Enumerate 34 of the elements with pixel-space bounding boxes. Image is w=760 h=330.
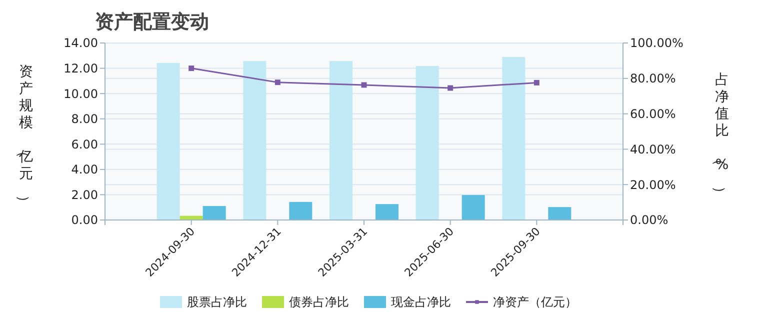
y2-tick-label: 80.00%: [630, 72, 676, 86]
point: [274, 80, 280, 86]
y-tick-label: 4.00: [71, 162, 98, 177]
y-tick-label: 6.00: [71, 137, 98, 152]
bar: [289, 202, 312, 220]
point: [534, 80, 540, 86]
y-tick-label: 14.00: [64, 36, 98, 50]
bar: [243, 61, 266, 220]
y2-tick-label: 0.00%: [630, 213, 668, 228]
y2-tick-label: 20.00%: [630, 178, 676, 192]
bar: [330, 61, 352, 220]
bar: [156, 63, 180, 220]
legend-label: 债券占净比: [289, 295, 349, 309]
y2-tick-label: 100.00%: [630, 36, 684, 50]
y-tick-label: 10.00: [64, 86, 98, 101]
y-tick-label: 2.00: [71, 188, 98, 202]
bar: [502, 56, 526, 220]
bar: [202, 206, 226, 220]
y-tick-label: 0.00: [71, 213, 98, 228]
bar: [416, 66, 439, 220]
point: [361, 82, 367, 88]
legend-label: 股票占净比: [187, 295, 247, 309]
y-tick-label: 8.00: [71, 112, 98, 126]
y2-tick-label: 60.00%: [630, 107, 676, 121]
bar: [462, 195, 485, 220]
y-tick-label: 12.00: [64, 61, 98, 76]
legend-label: 净资产（亿元）: [493, 295, 577, 309]
bar: [376, 204, 398, 220]
y2-tick-label: 40.00%: [630, 142, 676, 156]
chart-title: 资产配置变动: [95, 11, 209, 33]
point: [448, 85, 454, 91]
bar: [548, 207, 572, 220]
legend-label: 现金占净比: [391, 295, 451, 309]
point: [188, 66, 194, 72]
